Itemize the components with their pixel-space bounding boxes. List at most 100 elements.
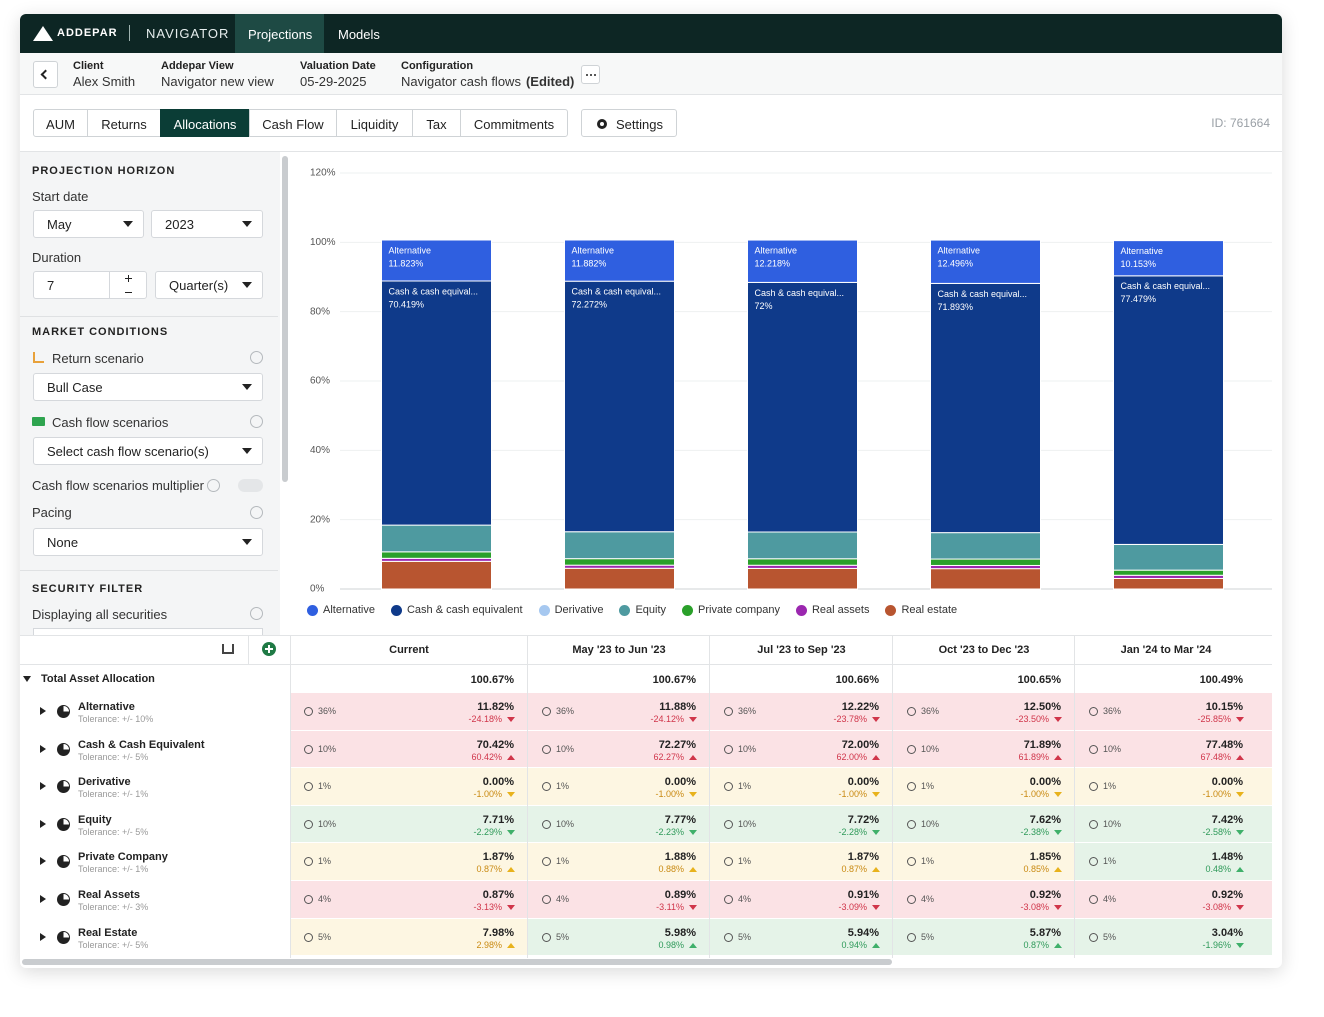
legend-swatch <box>885 604 897 616</box>
tab[interactable]: Tax <box>412 109 461 137</box>
cell-background <box>528 843 710 880</box>
dropdown-value: 2023 <box>165 217 194 232</box>
dropdown[interactable]: May <box>33 210 144 238</box>
column-separator <box>892 635 893 958</box>
column-header: Jul '23 to Sep '23 <box>757 644 846 656</box>
cell-diff: -25.85% <box>1197 714 1231 724</box>
section-title: MARKET CONDITIONS <box>32 326 169 338</box>
add-button[interactable] <box>262 642 276 656</box>
target-icon <box>1089 782 1098 792</box>
toggle[interactable] <box>238 479 263 492</box>
dropdown-value: None <box>47 535 79 550</box>
row-caret[interactable] <box>40 819 46 828</box>
target-icon <box>304 744 313 754</box>
cell-target: 1% <box>556 781 570 792</box>
target-icon <box>907 932 916 942</box>
tab[interactable]: AUM <box>33 109 88 137</box>
target-icon <box>304 857 313 867</box>
row-caret[interactable] <box>40 707 46 715</box>
legend-item[interactable]: Derivative <box>538 604 604 616</box>
target-icon <box>724 895 733 904</box>
target-icon <box>907 895 916 904</box>
row-caret[interactable] <box>40 744 46 753</box>
filter-box <box>33 628 263 635</box>
cell-background <box>1075 805 1272 843</box>
cell-diff: 0.87% <box>1023 939 1049 950</box>
legend-item[interactable]: Private company <box>682 604 780 616</box>
diff-arrow <box>1236 867 1244 873</box>
cell-diff: -23.78% <box>833 714 867 724</box>
diff-arrow <box>507 829 515 835</box>
tab[interactable]: Allocations <box>160 109 250 137</box>
target-icon <box>1089 857 1098 867</box>
diff-arrow <box>1236 942 1244 948</box>
cell-value: 72.27% <box>658 738 696 751</box>
cell-diff: 0.98% <box>658 939 684 950</box>
settings-button[interactable]: Settings <box>581 109 677 137</box>
legend-swatch <box>538 604 550 616</box>
dropdown[interactable]: Bull Case <box>33 373 263 401</box>
legend-item[interactable]: Real estate <box>885 604 957 616</box>
more-dot <box>594 74 596 76</box>
cell-background <box>290 843 528 880</box>
diff-arrow <box>1054 942 1062 948</box>
legend-item[interactable]: Real assets <box>795 604 870 616</box>
target-icon <box>1089 895 1098 904</box>
cell-target: 1% <box>738 856 752 867</box>
column-header: May '23 to Jun '23 <box>572 644 666 656</box>
legend-item[interactable]: Alternative <box>307 604 375 616</box>
row-caret[interactable] <box>40 857 46 866</box>
diff-arrow <box>872 829 880 835</box>
dropdown[interactable]: 7 <box>33 271 147 299</box>
cell-diff: -3.11% <box>656 902 684 912</box>
legend-label: Derivative <box>554 604 604 616</box>
expand-caret[interactable] <box>23 676 31 682</box>
dropdown[interactable]: Quarter(s) <box>155 271 263 299</box>
legend-label: Real assets <box>811 604 870 616</box>
download-divider <box>248 635 249 664</box>
cell-value: 0.92% <box>1211 889 1243 901</box>
total-value: 100.67% <box>470 674 514 686</box>
tab[interactable]: Liquidity <box>336 109 413 137</box>
total-label: Total Asset Allocation <box>41 673 155 685</box>
row-caret[interactable] <box>40 895 46 903</box>
record-id: ID: 761664 <box>1211 116 1270 130</box>
tab[interactable]: Cash Flow <box>249 109 337 137</box>
diff-arrow <box>872 867 880 873</box>
more-button[interactable] <box>581 65 600 84</box>
cell-diff: 0.87% <box>476 864 502 875</box>
tab[interactable]: Returns <box>87 109 161 137</box>
field-label: Start date <box>32 189 89 204</box>
nav-item[interactable]: Projections <box>235 14 324 53</box>
dropdown[interactable]: None <box>33 528 263 556</box>
target-icon <box>724 819 733 829</box>
cell-value: 1.48% <box>1211 851 1243 864</box>
cell-value: 12.22% <box>841 701 879 713</box>
cell-target: 10% <box>556 818 575 829</box>
diff-arrow <box>1054 792 1062 798</box>
cell-diff: 62.27% <box>653 751 684 762</box>
cell-background <box>1075 881 1272 918</box>
tab[interactable]: Commitments <box>460 109 568 137</box>
legend-item[interactable]: Cash & cash equivalent <box>390 604 523 616</box>
dropdown[interactable]: Select cash flow scenario(s) <box>33 437 263 465</box>
dropdown[interactable]: 2023 <box>151 210 263 238</box>
total-value: 100.66% <box>835 674 879 686</box>
diff-arrow <box>1236 717 1244 722</box>
legend-item[interactable]: Equity <box>619 604 666 616</box>
table-left-separator <box>20 664 1272 665</box>
row-caret[interactable] <box>40 932 46 941</box>
cell-diff: -1.00% <box>655 789 684 800</box>
diff-arrow <box>507 905 515 910</box>
row-caret[interactable] <box>40 782 46 791</box>
dropdown-value: Bull Case <box>47 380 103 395</box>
nav-item[interactable]: Models <box>338 27 380 42</box>
column-header: Jan '24 to Mar '24 <box>1120 644 1212 656</box>
cell-background <box>710 805 893 843</box>
help-icon <box>250 415 263 428</box>
cell-value: 71.89% <box>1023 738 1061 751</box>
download-icon[interactable] <box>222 644 234 654</box>
target-icon <box>907 782 916 792</box>
row-tolerance: Tolerance: +/- 5% <box>78 826 149 837</box>
back-button[interactable] <box>33 61 58 88</box>
